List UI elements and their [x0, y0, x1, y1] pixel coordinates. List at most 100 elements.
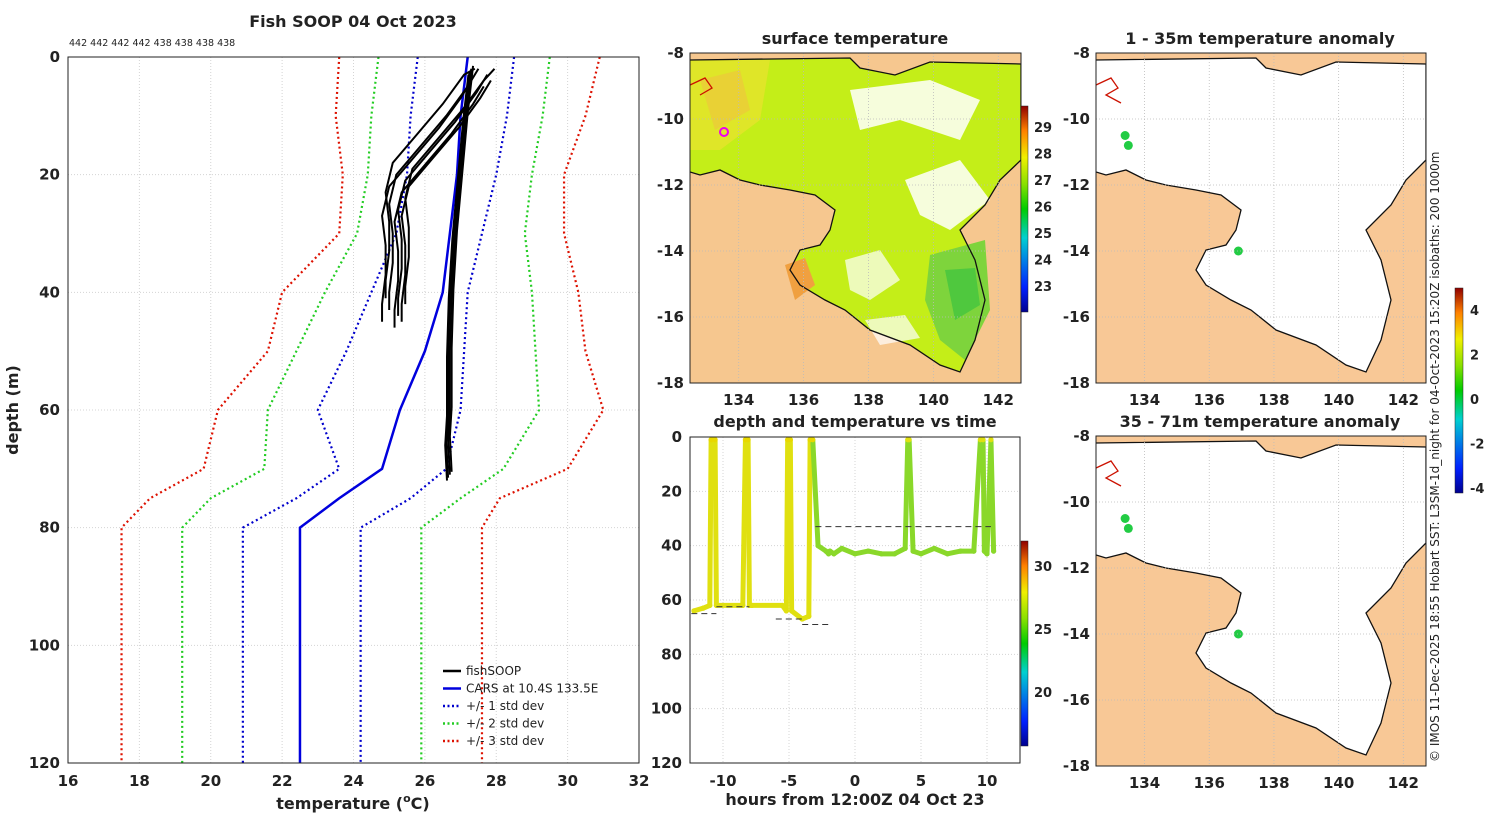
profile-x-tick-label: 28: [486, 772, 507, 790]
track-point: [789, 608, 795, 614]
depth-time-y-tick-label: 20: [661, 482, 682, 500]
track-segment: [787, 437, 795, 614]
profile-xlabel-sup: o: [403, 792, 411, 805]
profile-grid: [67, 56, 640, 764]
track-segment: [745, 437, 752, 608]
anom1-y-tick-label: -8: [1073, 44, 1090, 62]
std1-lower-line: [241, 57, 419, 763]
fishsoop-shallow-profile-1: [388, 68, 480, 310]
depth-time-y-tick-label: 80: [661, 645, 682, 663]
profile-x-tick-label: 24: [343, 772, 364, 790]
fishsoop-shallow-profile-7: [400, 80, 492, 322]
track-point: [984, 551, 990, 557]
track-point: [892, 551, 898, 557]
fishsoop-deep-profile-4: [444, 74, 470, 481]
depth-time-y-tick-label: 60: [661, 591, 682, 609]
anomaly-1-35m-title: 1 - 35m temperature anomaly: [1125, 29, 1395, 48]
depth-time-x-tick-label: -10: [709, 772, 736, 790]
depth-time-colorbar-tick-label: 25: [1034, 623, 1052, 638]
anom1-y-tick-label: -12: [1063, 176, 1090, 194]
anom2-anomaly-point: [1120, 514, 1130, 523]
depth-time-title: depth and temperature vs time: [713, 412, 996, 431]
depth-time-frame: [689, 436, 1021, 764]
depth-time-y-tick-label: 40: [661, 537, 682, 555]
anom1-x-tick-label: 138: [1258, 391, 1289, 409]
track-point: [700, 605, 706, 611]
track-segment: [810, 437, 821, 549]
profile-y-tick-label: 20: [39, 166, 60, 184]
track-point: [779, 602, 786, 609]
anom1-anomaly-point: [1233, 246, 1243, 256]
profile-x-tick-label: 22: [272, 772, 293, 790]
anom2-x-tick-label: 138: [1258, 774, 1289, 792]
depth-time-y-tick-label: 0: [672, 428, 682, 446]
anomaly-colorbar-tick-label: 2: [1470, 349, 1479, 364]
legend-label-1: fishSOOP: [466, 664, 521, 678]
anom2-anomaly-point: [1123, 523, 1133, 533]
anom1-field: [1096, 53, 1426, 383]
sst-y-tick-label: -14: [657, 242, 684, 260]
track-point: [958, 548, 964, 554]
sst-map-panel: surface temperature 134 136 138 140 142 -8 -10…: [657, 29, 1052, 409]
profile-y-tick-label: 40: [39, 283, 60, 301]
legend-label-4: +/- 2 std dev: [466, 717, 544, 731]
std2-lower-line: [181, 57, 380, 763]
profile-x-tick-label: 32: [629, 772, 650, 790]
track-point: [708, 437, 714, 443]
sst-colorbar-tick-label: 28: [1034, 148, 1052, 163]
anom2-river: [1096, 460, 1122, 487]
depth-time-colorbar: [1020, 540, 1029, 747]
track-point: [815, 543, 821, 549]
track-point: [980, 437, 986, 443]
fishsoop-shallow-profile-2: [397, 74, 489, 316]
track-point: [783, 608, 789, 614]
anom2-ticks: 134 136 138 140 142 -8 -10 -12 -14 -16 -18: [1063, 427, 1419, 792]
sst-colorbar-tick-label: 23: [1034, 280, 1052, 295]
profile-title: Fish SOOP 04 Oct 2023: [249, 12, 457, 31]
legend-label-3: +/- 1 std dev: [466, 699, 544, 713]
track-segment: [980, 437, 987, 554]
fishsoop-shallow-profile-6: [384, 67, 476, 299]
profile-y-tick-label: 0: [50, 48, 60, 66]
anom2-y-tick-label: -8: [1073, 427, 1090, 445]
profile-x-tick-label: 30: [557, 772, 578, 790]
anomaly-35-71m-title: 35 - 71m temperature anomaly: [1120, 412, 1401, 431]
track-point: [806, 613, 812, 619]
depth-time-y-tick-label: 100: [651, 700, 682, 718]
track-segment: [906, 437, 916, 554]
track-point: [831, 551, 837, 557]
anomaly-colorbar-tick-label: 4: [1470, 304, 1479, 319]
track-point: [918, 551, 924, 557]
anomaly-colorbar-ticks: 4 2 0 -2 -4: [1470, 304, 1484, 497]
track-point: [944, 551, 951, 557]
profile-x-tick-label: 18: [129, 772, 150, 790]
credit-text: © IMOS 11-Dec-2025 18:55 Hobart SST: L3S…: [1428, 152, 1442, 763]
anom2-coastline: [1096, 440, 1426, 756]
profile-xlabel-prefix: temperature (: [276, 794, 403, 813]
depth-time-colorbar-tick-label: 20: [1034, 686, 1052, 701]
track-point: [865, 548, 871, 554]
anomaly-colorbar-tick-label: -4: [1470, 482, 1484, 497]
profile-y-tick-label: 120: [29, 754, 60, 772]
anom1-y-tick-label: -16: [1063, 308, 1090, 326]
track-segment: [707, 437, 714, 608]
anom2-y-tick-label: -14: [1063, 625, 1090, 643]
anom2-x-tick-label: 140: [1323, 774, 1354, 792]
depth-time-colorbar-tick-label: 30: [1034, 560, 1052, 575]
track-point: [902, 545, 908, 551]
track-point: [787, 437, 793, 443]
anomaly-1-35m-panel: 1 - 35m temperature anomaly 134 136 138 140…: [1063, 29, 1427, 409]
track-point: [810, 437, 816, 443]
std3-lower-line: [120, 57, 344, 763]
track-point: [988, 437, 994, 443]
depth-time-x-tick-label: 0: [850, 772, 860, 790]
anomaly-colorbar-tick-label: 0: [1470, 393, 1479, 408]
track-point: [707, 602, 713, 609]
anom1-y-tick-label: -18: [1063, 374, 1090, 392]
anom1-x-tick-label: 142: [1388, 391, 1419, 409]
anom1-sea: [1096, 58, 1426, 372]
profile-y-tick-label: 60: [39, 401, 60, 419]
sst-map-grid: [690, 52, 1021, 384]
profile-xlabel-suffix: C): [411, 794, 430, 813]
